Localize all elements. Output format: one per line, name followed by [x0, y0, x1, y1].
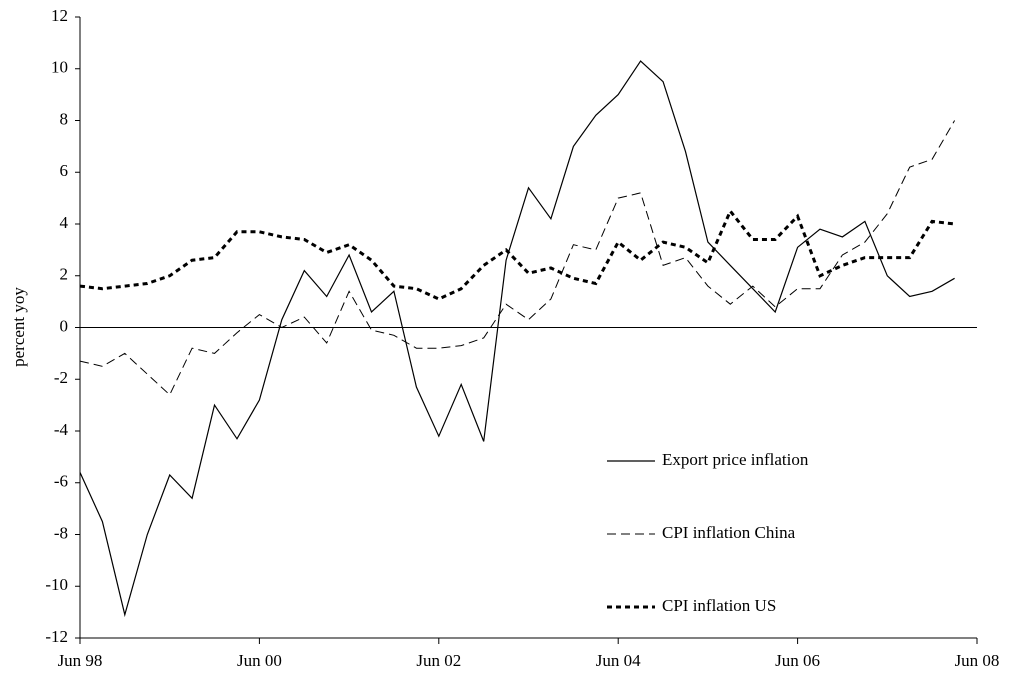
- x-tick-label: Jun 02: [416, 651, 461, 670]
- x-tick-label: Jun 00: [237, 651, 282, 670]
- y-tick-label: 2: [60, 265, 69, 284]
- y-tick-label: -12: [45, 627, 68, 646]
- y-tick-label: -4: [54, 420, 69, 439]
- x-tick-label: Jun 08: [955, 651, 1000, 670]
- y-tick-label: 0: [60, 316, 69, 335]
- y-tick-label: 12: [51, 6, 68, 25]
- y-axis-label: percent yoy: [9, 287, 28, 367]
- x-tick-label: Jun 04: [596, 651, 641, 670]
- legend-label: Export price inflation: [662, 450, 809, 469]
- legend-label: CPI inflation US: [662, 596, 776, 615]
- y-tick-label: 4: [60, 213, 69, 232]
- y-tick-label: 10: [51, 58, 68, 77]
- x-tick-label: Jun 98: [58, 651, 103, 670]
- series-line: [79, 60, 955, 618]
- y-tick-label: 6: [60, 161, 69, 180]
- y-tick-label: 8: [60, 109, 69, 128]
- y-tick-label: -6: [54, 472, 68, 491]
- y-tick-label: -8: [54, 523, 68, 542]
- x-tick-label: Jun 06: [775, 651, 820, 670]
- y-tick-label: -2: [54, 368, 68, 387]
- legend-label: CPI inflation China: [662, 523, 796, 542]
- y-tick-label: -10: [45, 575, 68, 594]
- series-line: [79, 120, 956, 396]
